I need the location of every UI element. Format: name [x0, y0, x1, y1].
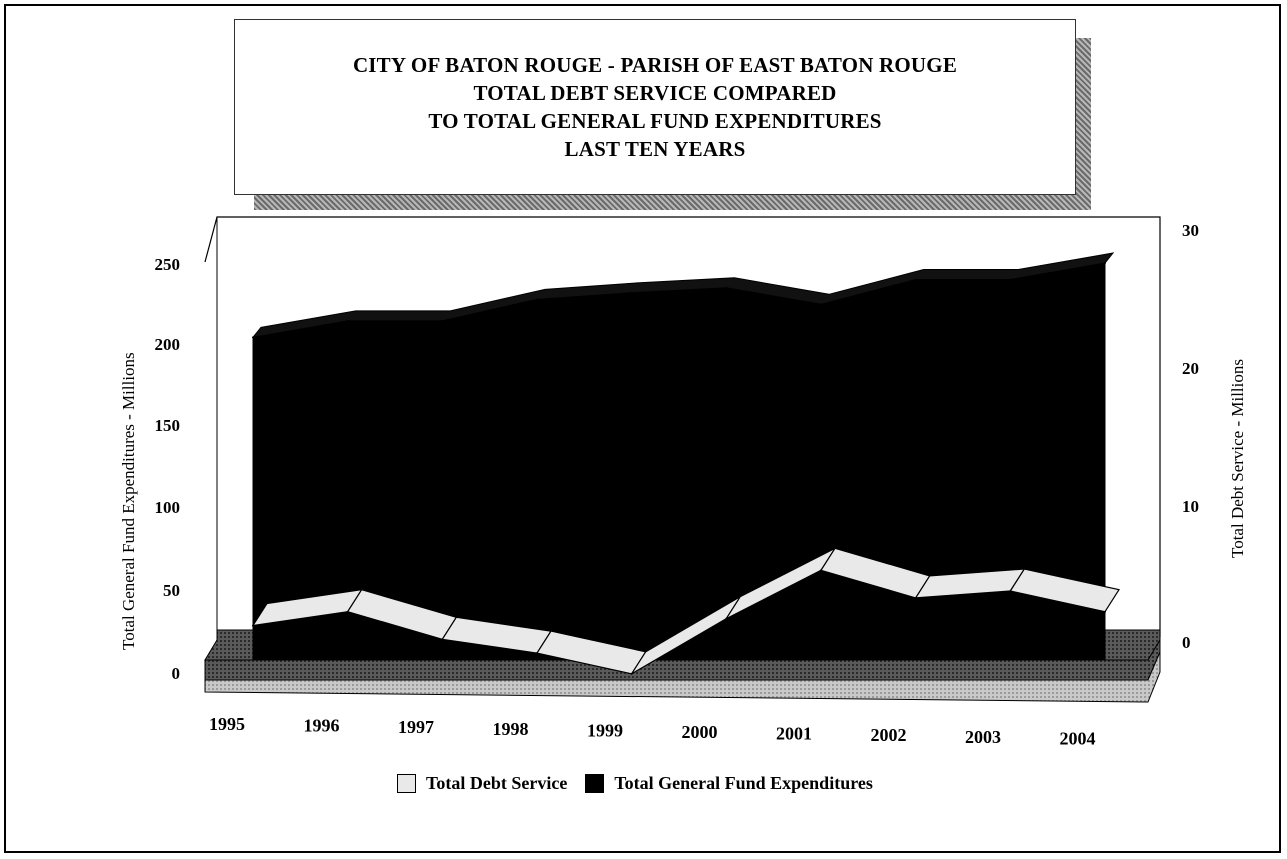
- debt-point: [914, 596, 917, 599]
- debt-point: [820, 569, 822, 572]
- legend-item-debt: Total Debt Service: [397, 773, 567, 794]
- legend: Total Debt Service Total General Fund Ex…: [397, 773, 891, 794]
- right-tick: 20: [1182, 359, 1199, 378]
- right-tick: 30: [1182, 221, 1199, 240]
- debt-point: [346, 610, 349, 613]
- x-tick-label: 2004: [1060, 728, 1096, 748]
- title-line-3: TO TOTAL GENERAL FUND EXPENDITURES: [428, 109, 882, 133]
- debt-point: [630, 672, 633, 675]
- x-tick-label: 1996: [304, 716, 340, 736]
- right-axis-ticks: 30 20 10 0: [1182, 221, 1199, 652]
- title-line-4: LAST TEN YEARS: [564, 137, 746, 161]
- left-tick: 100: [155, 498, 181, 517]
- debt-point: [536, 652, 538, 655]
- gf-swatch: [585, 774, 605, 793]
- chart-title-box: CITY OF BATON ROUGE - PARISH OF EAST BAT…: [234, 19, 1076, 195]
- left-tick: 50: [163, 581, 180, 600]
- series-layer: [251, 252, 1120, 675]
- x-tick-label: 2001: [776, 724, 812, 744]
- left-tick: 150: [155, 416, 181, 435]
- debt-segment: [1009, 568, 1120, 613]
- debt-point: [1104, 610, 1106, 613]
- left-tick: 200: [155, 335, 181, 354]
- title-line-1: CITY OF BATON ROUGE - PARISH OF EAST BAT…: [352, 53, 958, 77]
- debt-point: [1009, 590, 1012, 592]
- x-tick-label: 2003: [965, 727, 1001, 747]
- gf-point: [820, 303, 822, 306]
- right-tick: 0: [1182, 633, 1191, 652]
- title-line-2: TOTAL DEBT SERVICE COMPARED: [473, 81, 837, 105]
- gf-point: [441, 319, 444, 322]
- left-tick: 250: [155, 255, 181, 274]
- legend-label-debt: Total Debt Service: [426, 773, 568, 793]
- x-tick-label: 1997: [398, 717, 434, 737]
- left-tick: 0: [172, 664, 181, 683]
- x-axis-labels: 1995 1996 1997 1998 1999 2000 2001 2002 2003 2004: [209, 714, 1096, 748]
- right-tick: 10: [1182, 497, 1199, 516]
- gf-point: [914, 278, 917, 281]
- debt-point: [252, 624, 254, 627]
- back-wall-outline: [204, 216, 1161, 637]
- left-axis-label: Total General Fund Expenditures - Millio…: [119, 352, 138, 650]
- x-tick-label: 1998: [493, 719, 529, 739]
- right-axis-label: Total Debt Service - Millions: [1228, 359, 1247, 558]
- legend-label-gf: Total General Fund Expenditures: [614, 773, 873, 793]
- gf-point: [536, 298, 538, 301]
- debt-swatch: [397, 774, 416, 793]
- left-axis-ticks: 250 200 150 100 50 0: [155, 255, 181, 683]
- x-tick-label: 2000: [682, 722, 718, 742]
- gf-point: [630, 291, 633, 294]
- gf-point: [725, 286, 728, 289]
- debt-point: [441, 638, 444, 641]
- x-tick-label: 2002: [871, 725, 907, 745]
- gf-point: [1009, 278, 1012, 281]
- x-tick-label: 1999: [587, 720, 623, 740]
- gf-point: [252, 336, 254, 339]
- gf-point: [1104, 262, 1106, 264]
- legend-item-gf: Total General Fund Expenditures: [585, 773, 873, 794]
- x-tick-label: 1995: [209, 714, 245, 734]
- gf-point: [346, 319, 349, 322]
- floor-front: [204, 651, 1161, 703]
- debt-point: [725, 617, 728, 620]
